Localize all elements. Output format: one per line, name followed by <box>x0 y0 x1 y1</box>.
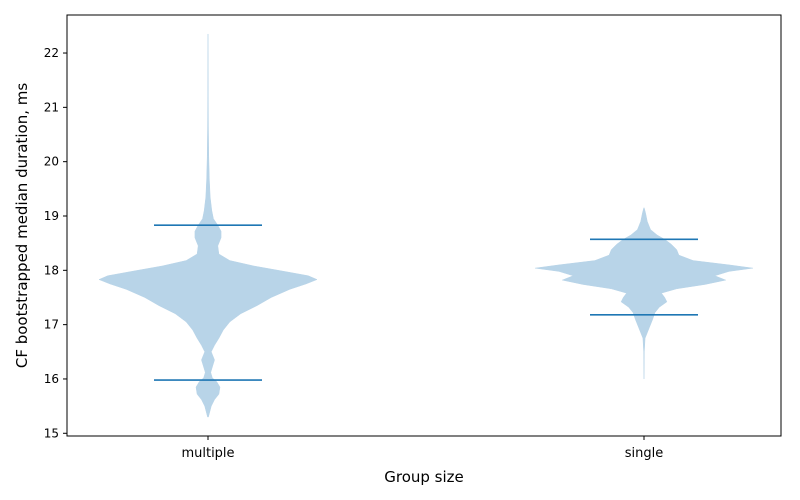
y-tick-label: 17 <box>44 318 59 332</box>
y-tick-label: 18 <box>44 263 59 277</box>
y-axis-label: CF bootstrapped median duration, ms <box>13 83 31 369</box>
violins-layer <box>98 33 754 418</box>
x-axis-label: Group size <box>384 468 464 486</box>
y-tick-label: 20 <box>44 155 59 169</box>
violin-body-single <box>534 207 754 380</box>
y-tick-label: 22 <box>44 46 59 60</box>
x-tick-label-multiple: multiple <box>181 446 234 461</box>
plot-frame <box>66 14 782 437</box>
x-axis-ticks: multiple single <box>181 436 663 461</box>
y-tick-label: 15 <box>44 426 59 440</box>
y-axis-ticks: 15 16 17 18 19 20 21 22 <box>44 46 67 440</box>
y-tick-label: 19 <box>44 209 59 223</box>
x-tick-label-single: single <box>625 446 664 461</box>
y-tick-label: 21 <box>44 100 59 114</box>
y-tick-label: 16 <box>44 372 59 386</box>
